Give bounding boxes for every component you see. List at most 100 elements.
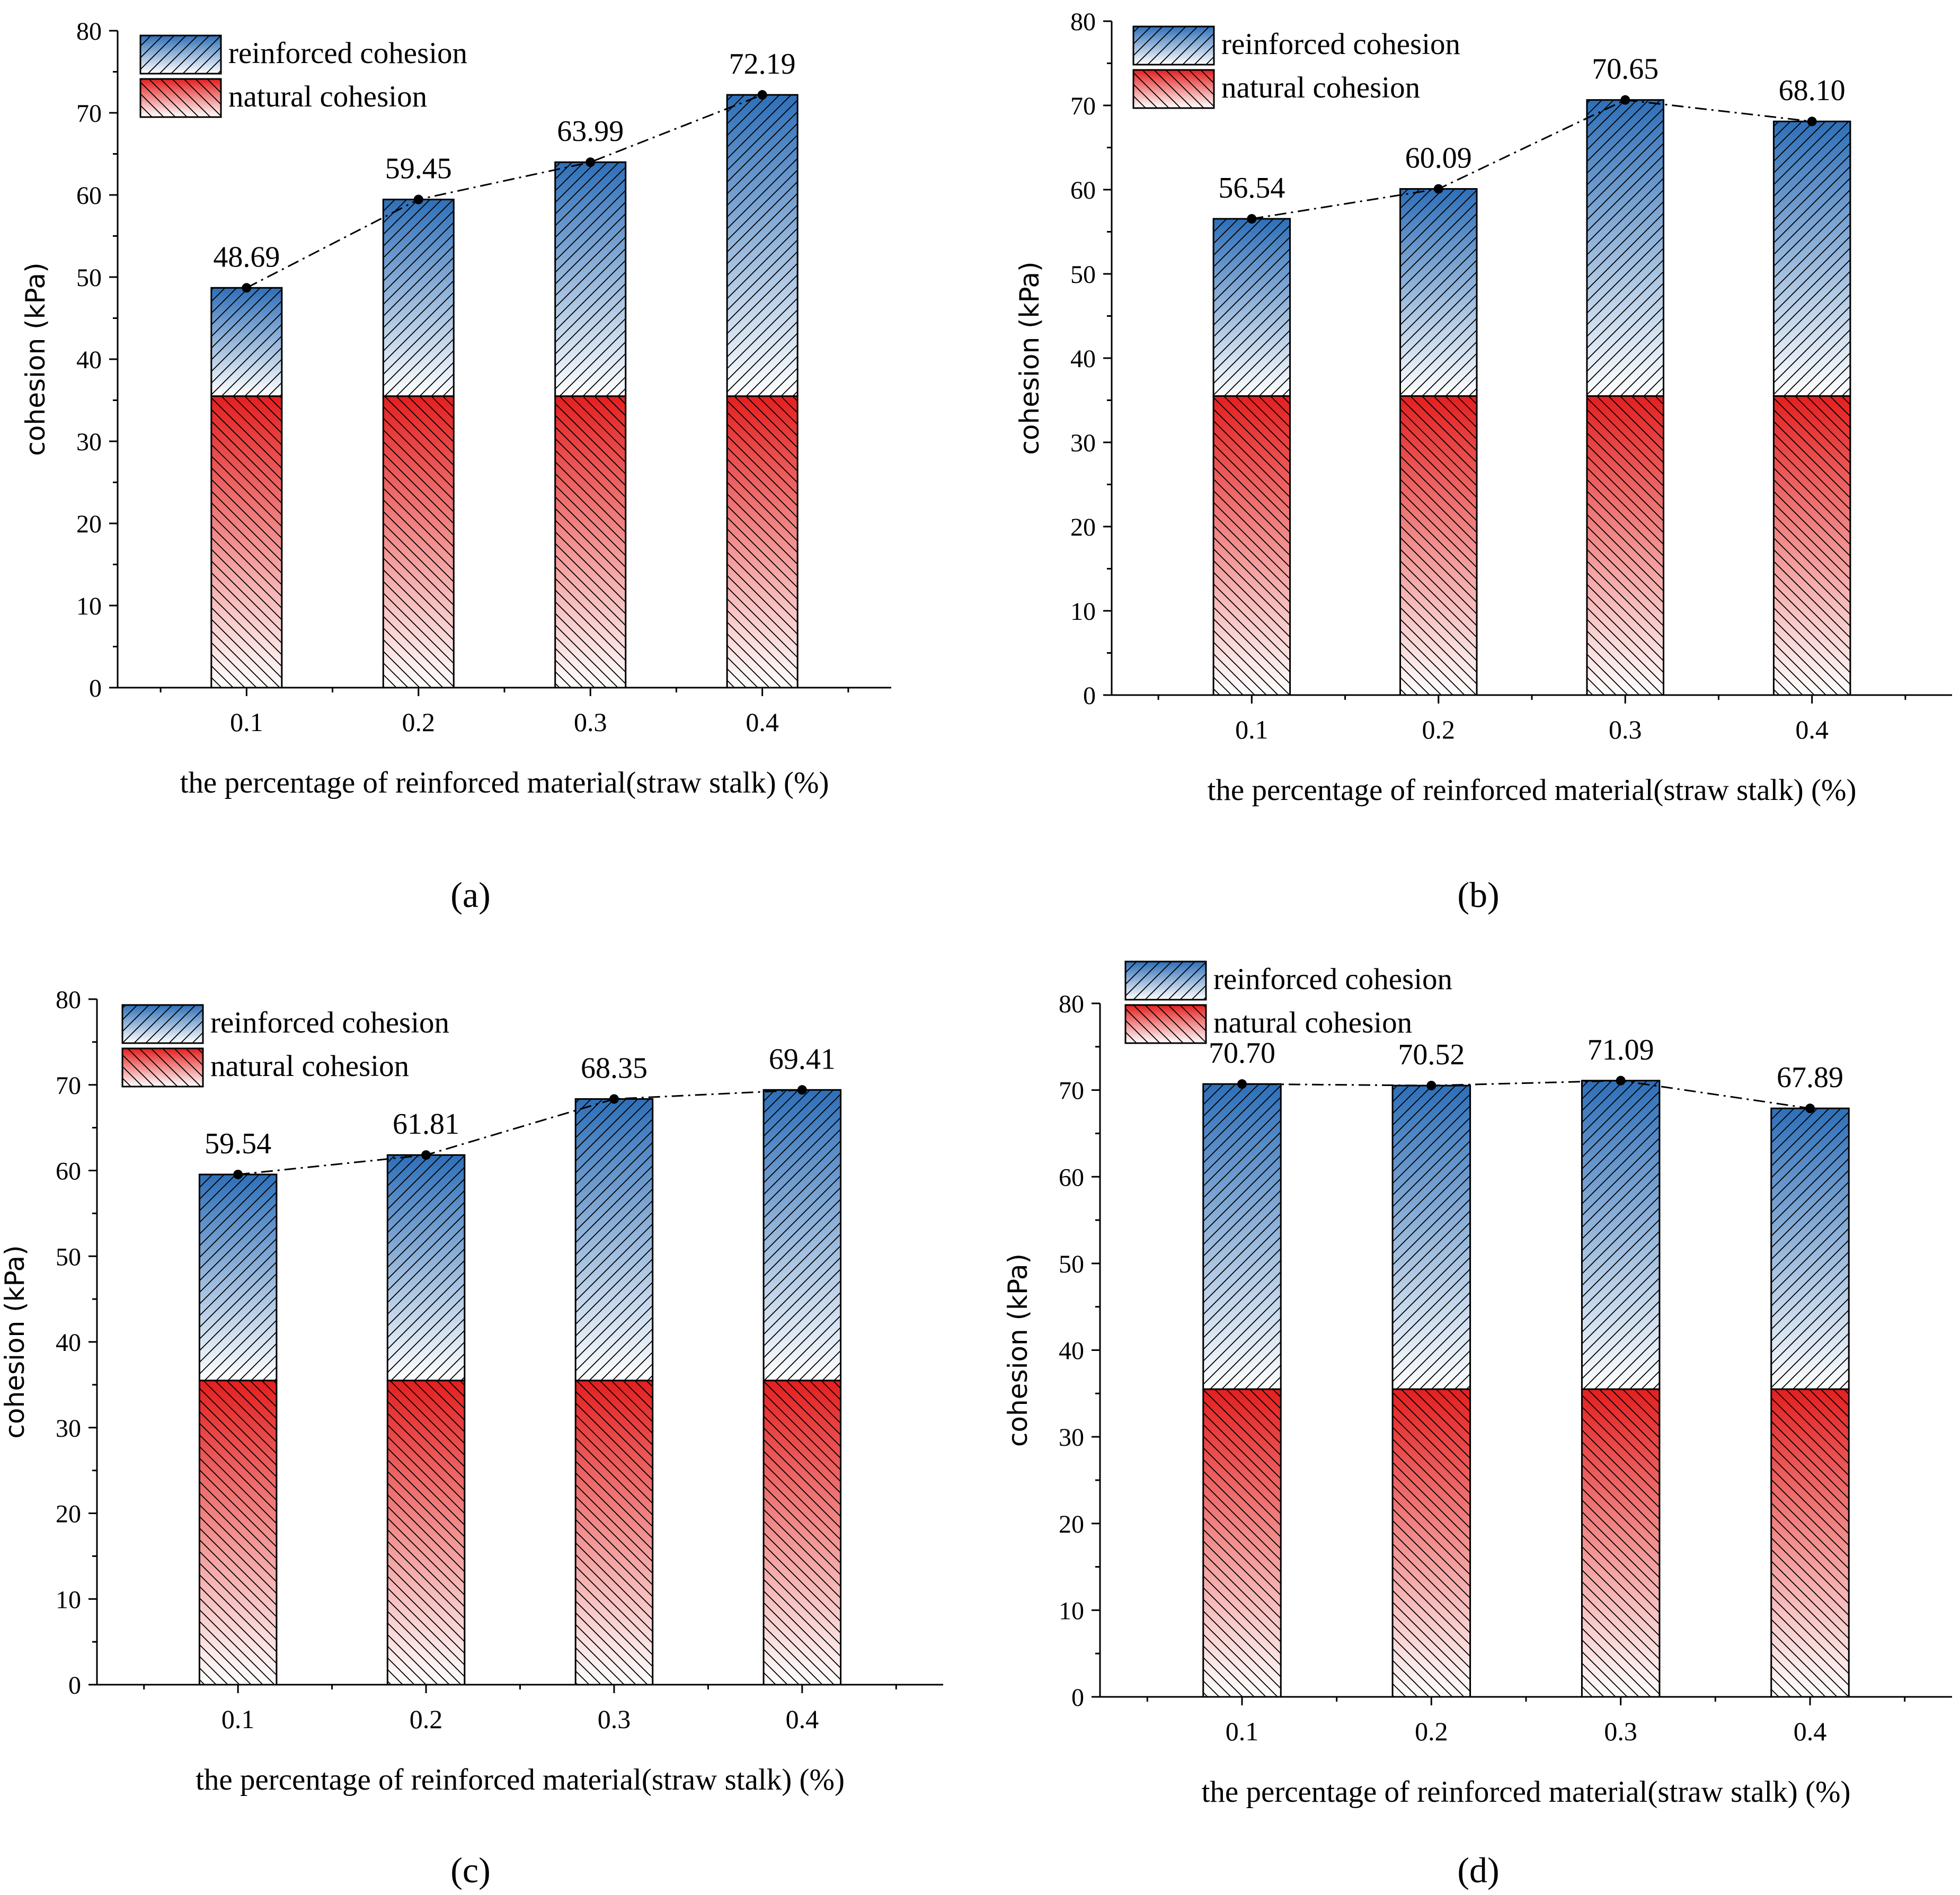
x-tick-label: 0.3 [574, 707, 607, 737]
chart-panel-c: 59.54 61.81 68.35 69.41 0 10 20 30 40 50 60 70 80 0.1… [0, 986, 943, 1890]
y-tick-label: 10 [56, 1586, 81, 1614]
reinforced-bar-hatch [1400, 189, 1477, 396]
trend-point [1805, 1104, 1815, 1114]
trend-line [246, 94, 763, 289]
natural-bar-hatch [1400, 396, 1477, 695]
legend-swatch-reinforced-outline [1124, 960, 1207, 1001]
reinforced-bar-hatch [555, 162, 626, 396]
y-tick-label: 30 [1059, 1424, 1084, 1452]
y-tick-label: 40 [76, 346, 102, 374]
data-label: 59.45 [385, 153, 452, 185]
x-axis-label: the percentage of reinforced material(st… [1202, 1775, 1851, 1809]
y-tick-label: 70 [1070, 92, 1096, 120]
data-label: 68.35 [581, 1052, 648, 1084]
y-tick-label: 60 [76, 182, 102, 210]
reinforced-bar-hatch [1773, 121, 1850, 396]
y-tick-label: 80 [1070, 8, 1096, 36]
x-tick-label: 0.2 [1422, 715, 1456, 744]
reinforced-bar-hatch [1582, 1080, 1660, 1390]
x-tick-label: 0.4 [1795, 715, 1829, 744]
data-label: 59.54 [205, 1127, 271, 1160]
y-tick-label: 20 [1070, 513, 1096, 541]
legend-swatch-natural-outline [1124, 1004, 1207, 1044]
legend-label-reinforced: reinforced cohesion [1221, 28, 1460, 61]
data-label: 70.65 [1592, 53, 1659, 86]
y-tick-label: 70 [76, 100, 102, 128]
natural-bar-hatch [211, 396, 282, 688]
x-axis-label: the percentage of reinforced material(st… [1208, 773, 1857, 807]
y-tick-label: 40 [1059, 1337, 1084, 1365]
y-tick-label: 0 [89, 674, 102, 702]
trend-point [1426, 1081, 1436, 1091]
y-tick-label: 80 [56, 986, 81, 1014]
x-axis-label: the percentage of reinforced material(st… [180, 766, 829, 799]
y-tick-label: 40 [1070, 345, 1096, 373]
trend-point [421, 1150, 431, 1160]
chart-panel-a: 48.69 59.45 63.99 72.19 0 10 20 30 40 50 60 70 80 0.1… [20, 17, 891, 915]
y-axis-label: cohesion (kPa) [20, 262, 51, 456]
legend: reinforced cohesion natural cohesion [1124, 960, 1452, 1044]
y-tick-label: 0 [68, 1671, 81, 1700]
natural-bar-hatch [199, 1380, 277, 1685]
legend-swatch-natural-hatch [140, 79, 221, 117]
data-label: 56.54 [1218, 172, 1285, 204]
legend-swatch-natural-hatch [1125, 1005, 1206, 1043]
panel-caption: (d) [1457, 1850, 1499, 1890]
data-label: 68.10 [1779, 74, 1846, 107]
x-tick-label: 0.2 [402, 707, 436, 737]
y-tick-label: 10 [1059, 1597, 1084, 1625]
data-label: 69.41 [769, 1043, 836, 1075]
y-axis-label: cohesion (kPa) [0, 1245, 30, 1438]
x-tick-label: 0.3 [598, 1704, 631, 1734]
y-tick-label: 60 [1070, 176, 1096, 204]
reinforced-bar-hatch [387, 1155, 465, 1381]
y-tick-label: 30 [76, 428, 102, 456]
reinforced-bar-hatch [1393, 1086, 1470, 1390]
data-label: 71.09 [1587, 1034, 1654, 1066]
x-tick-label: 0.1 [230, 707, 263, 737]
legend-label-natural: natural cohesion [210, 1049, 409, 1083]
y-tick-label: 10 [1070, 598, 1096, 626]
y-tick-label: 30 [1070, 429, 1096, 457]
reinforced-bar-hatch [1586, 100, 1664, 396]
legend-swatch-reinforced-hatch [122, 1005, 203, 1043]
y-tick-label: 70 [1059, 1077, 1084, 1105]
trend-line [1241, 1080, 1811, 1109]
reinforced-bar-hatch [199, 1174, 277, 1381]
legend-label-reinforced: reinforced cohesion [210, 1006, 449, 1039]
trend-point [609, 1094, 619, 1104]
trend-point [1247, 214, 1257, 224]
trend-point [757, 90, 767, 100]
legend-label-natural: natural cohesion [228, 80, 427, 113]
chart-panel-b: 56.54 60.09 70.65 68.10 0 10 20 30 40 50 60 70 80 0.1… [1014, 8, 1952, 915]
panel-caption: (c) [450, 1850, 490, 1890]
y-tick-label: 30 [56, 1414, 81, 1443]
data-label: 61.81 [393, 1108, 459, 1141]
legend-label-reinforced: reinforced cohesion [1213, 963, 1452, 996]
legend-swatch-natural-outline [139, 78, 222, 118]
legend-swatch-reinforced-hatch [1133, 26, 1214, 65]
trend-point [233, 1169, 243, 1179]
data-label: 60.09 [1405, 142, 1472, 175]
x-tick-label: 0.1 [221, 1704, 255, 1734]
y-tick-label: 10 [76, 592, 102, 620]
natural-bar-hatch [1582, 1389, 1660, 1697]
y-tick-label: 80 [76, 17, 102, 46]
natural-bar-hatch [764, 1380, 841, 1685]
natural-bar-hatch [387, 1380, 465, 1685]
y-tick-label: 20 [1059, 1510, 1084, 1538]
x-tick-label: 0.2 [410, 1704, 443, 1734]
y-tick-label: 20 [56, 1500, 81, 1528]
trend-point [1807, 117, 1817, 127]
legend: reinforced cohesion natural cohesion [1132, 25, 1460, 109]
x-tick-label: 0.1 [1226, 1716, 1259, 1746]
legend: reinforced cohesion natural cohesion [121, 1004, 449, 1088]
legend-swatch-natural-hatch [1133, 70, 1214, 108]
y-tick-label: 80 [1059, 990, 1084, 1018]
x-tick-label: 0.4 [746, 707, 779, 737]
natural-bar-hatch [383, 396, 454, 688]
trend-line [238, 1089, 802, 1176]
y-axis-label: cohesion (kPa) [1003, 1253, 1033, 1447]
trend-point [1433, 184, 1443, 194]
